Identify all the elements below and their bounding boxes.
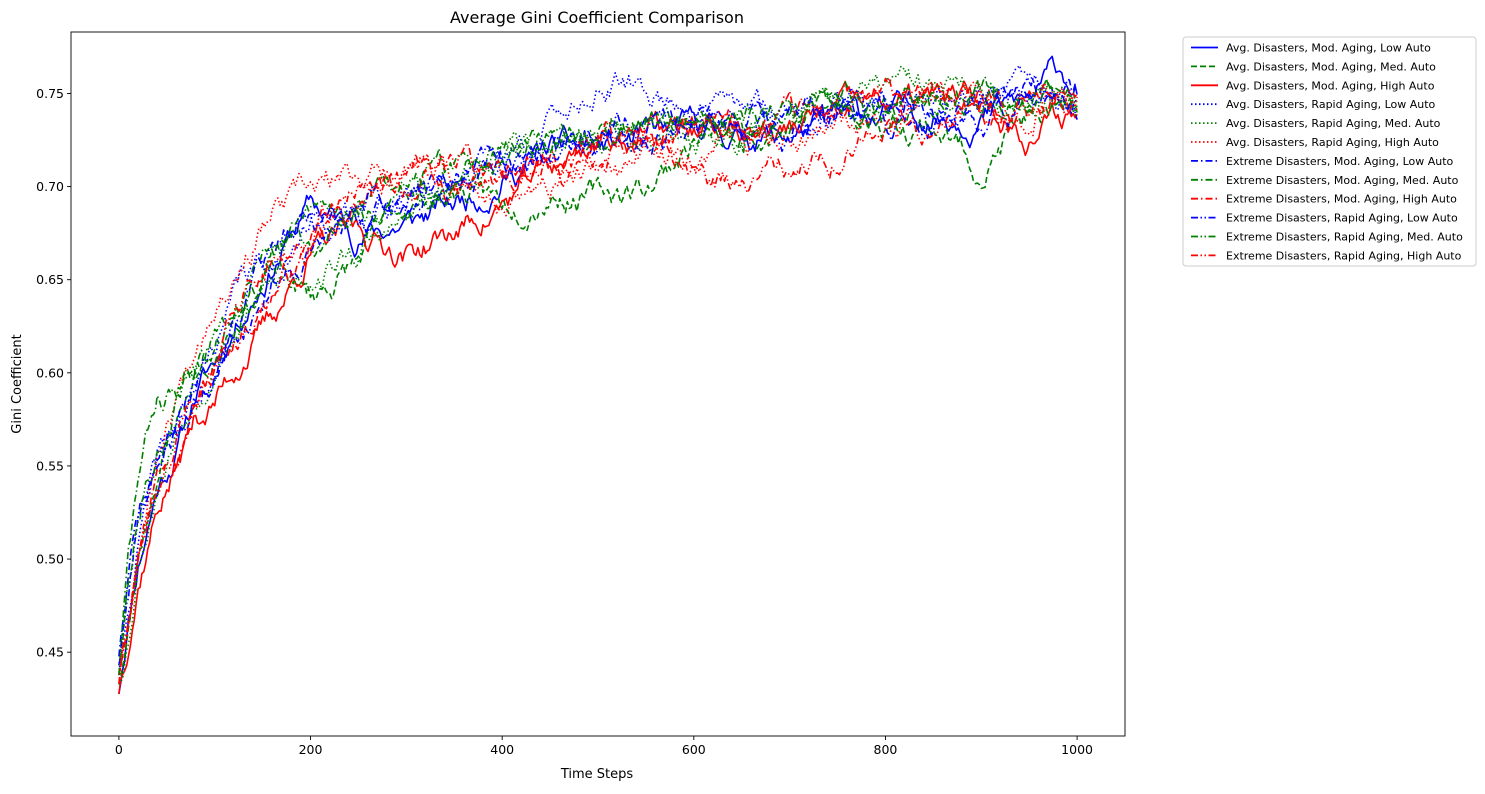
plot-area [70, 31, 1126, 737]
x-tick-label: 1000 [1061, 742, 1093, 757]
y-tick-label: 0.65 [36, 272, 64, 287]
axes-frame [70, 31, 1126, 737]
legend-label-10: Extreme Disasters, Rapid Aging, Low Auto [1226, 212, 1458, 225]
x-tick-label: 200 [299, 742, 323, 757]
x-tick-label: 800 [874, 742, 898, 757]
x-tick-label: 0 [115, 742, 123, 757]
y-axis-label: Gini Coefficient [10, 334, 25, 433]
series-line-4 [118, 64, 1078, 676]
series-layer [118, 55, 1078, 695]
y-tick-label: 0.75 [36, 86, 64, 101]
y-tick-label: 0.55 [36, 458, 64, 473]
y-tick-label: 0.50 [36, 552, 64, 567]
y-tick-label: 0.70 [36, 179, 64, 194]
plot-background [71, 32, 1125, 736]
legend-label-4: Avg. Disasters, Rapid Aging, Low Auto [1226, 98, 1436, 111]
legend-items: Avg. Disasters, Mod. Aging, Low Auto Avg.… [1191, 42, 1463, 262]
legend-frame [1182, 36, 1477, 267]
x-axis-label: Time Steps [560, 767, 634, 782]
series-line-9 [118, 77, 1078, 675]
series-line-10 [118, 76, 1078, 666]
legend-label-12: Extreme Disasters, Rapid Aging, High Aut… [1226, 249, 1462, 262]
chart-title: Average Gini Coefficient Comparison [450, 8, 744, 27]
legend: Avg. Disasters, Mod. Aging, Low Auto Avg.… [1182, 36, 1477, 267]
legend-label-1: Avg. Disasters, Mod. Aging, Low Auto [1226, 42, 1431, 55]
x-tick-label: 600 [682, 742, 706, 757]
x-tick-label: 400 [490, 742, 514, 757]
legend-label-6: Avg. Disasters, Rapid Aging, High Auto [1226, 136, 1439, 149]
legend-label-9: Extreme Disasters, Mod. Aging, High Auto [1226, 193, 1457, 206]
y-axis-ticks: 0.45 0.50 0.55 0.60 0.65 0.70 0.75 [36, 86, 71, 660]
series-line-12 [118, 82, 1078, 684]
legend-label-2: Avg. Disasters, Mod. Aging, Med. Auto [1226, 60, 1436, 73]
legend-label-5: Avg. Disasters, Rapid Aging, Med. Auto [1226, 117, 1441, 130]
x-axis-ticks: 0 200 400 600 800 1000 [115, 736, 1093, 757]
legend-label-3: Avg. Disasters, Mod. Aging, High Auto [1226, 79, 1435, 92]
y-tick-label: 0.45 [36, 645, 64, 660]
legend-label-7: Extreme Disasters, Mod. Aging, Low Auto [1226, 155, 1454, 168]
y-tick-label: 0.60 [36, 365, 64, 380]
series-line-11 [118, 82, 1078, 675]
legend-label-8: Extreme Disasters, Mod. Aging, Med. Auto [1226, 174, 1459, 187]
series-line-7 [118, 78, 1078, 657]
legend-label-11: Extreme Disasters, Rapid Aging, Med. Aut… [1226, 231, 1463, 244]
